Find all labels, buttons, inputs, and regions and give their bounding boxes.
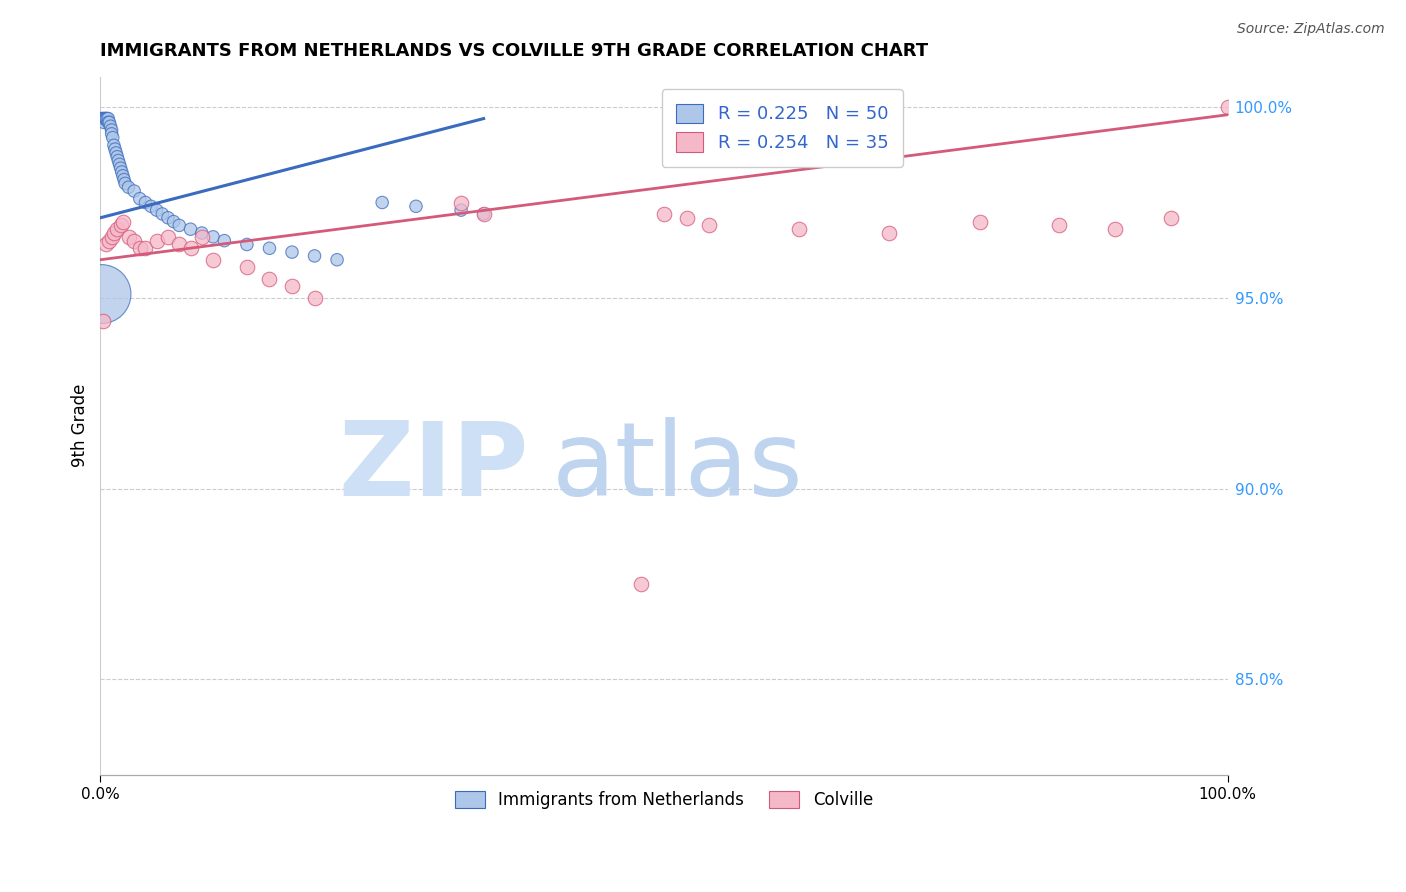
Point [128, 241, 150, 255]
Point [167, 219, 190, 233]
Point [675, 211, 697, 225]
Point [652, 207, 675, 221]
Point [145, 234, 167, 248]
Point [105, 145, 128, 160]
Point [100, 127, 122, 141]
Point [405, 199, 427, 213]
Point [104, 142, 127, 156]
Point [139, 199, 162, 213]
Point [202, 230, 225, 244]
Point [697, 219, 720, 233]
Point [111, 214, 134, 228]
Point [134, 195, 156, 210]
Point [191, 230, 214, 244]
Point [879, 226, 901, 240]
Point [90, 287, 112, 301]
Point [97, 112, 120, 126]
Point [98, 234, 121, 248]
Point [103, 138, 125, 153]
Point [214, 234, 236, 248]
Point [93, 115, 115, 129]
Point [112, 172, 135, 186]
Point [156, 211, 179, 225]
Point [128, 192, 150, 206]
Point [1104, 222, 1126, 236]
Point [326, 252, 349, 267]
Point [236, 260, 259, 275]
Point [202, 252, 225, 267]
Point [371, 195, 394, 210]
Point [191, 226, 214, 240]
Text: atlas: atlas [551, 417, 803, 518]
Point [114, 177, 136, 191]
Point [259, 241, 281, 255]
Point [111, 165, 134, 179]
Point [450, 203, 472, 218]
Point [108, 157, 131, 171]
Point [100, 123, 122, 137]
Point [180, 222, 202, 236]
Point [150, 207, 173, 221]
Point [117, 230, 139, 244]
Point [969, 214, 991, 228]
Point [1047, 219, 1070, 233]
Point [259, 272, 281, 286]
Point [472, 207, 495, 221]
Point [107, 153, 129, 168]
Point [1216, 100, 1239, 114]
Point [91, 314, 114, 328]
Point [110, 161, 132, 176]
Text: ZIP: ZIP [339, 417, 529, 518]
Point [117, 180, 139, 194]
Point [450, 195, 472, 210]
Y-axis label: 9th Grade: 9th Grade [72, 384, 89, 467]
Point [787, 222, 810, 236]
Point [96, 112, 118, 126]
Point [93, 112, 115, 126]
Point [94, 112, 117, 126]
Point [472, 207, 495, 221]
Point [111, 169, 134, 183]
Point [97, 115, 120, 129]
Point [145, 203, 167, 218]
Point [122, 184, 145, 198]
Point [281, 245, 304, 260]
Point [110, 219, 132, 233]
Point [304, 291, 326, 305]
Point [167, 237, 190, 252]
Point [94, 112, 117, 126]
Point [105, 222, 128, 236]
Point [94, 237, 117, 252]
Point [630, 577, 652, 591]
Legend: Immigrants from Netherlands, Colville: Immigrants from Netherlands, Colville [449, 784, 880, 815]
Point [94, 112, 117, 126]
Point [122, 234, 145, 248]
Point [105, 150, 128, 164]
Point [100, 230, 122, 244]
Point [1160, 211, 1182, 225]
Point [103, 226, 125, 240]
Point [180, 241, 202, 255]
Point [134, 241, 156, 255]
Point [90, 112, 112, 126]
Point [100, 119, 122, 133]
Point [91, 112, 114, 126]
Text: IMMIGRANTS FROM NETHERLANDS VS COLVILLE 9TH GRADE CORRELATION CHART: IMMIGRANTS FROM NETHERLANDS VS COLVILLE … [100, 42, 928, 60]
Point [156, 230, 179, 244]
Point [281, 279, 304, 293]
Point [98, 115, 121, 129]
Point [236, 237, 259, 252]
Text: Source: ZipAtlas.com: Source: ZipAtlas.com [1237, 22, 1385, 37]
Point [304, 249, 326, 263]
Point [162, 214, 184, 228]
Point [101, 130, 124, 145]
